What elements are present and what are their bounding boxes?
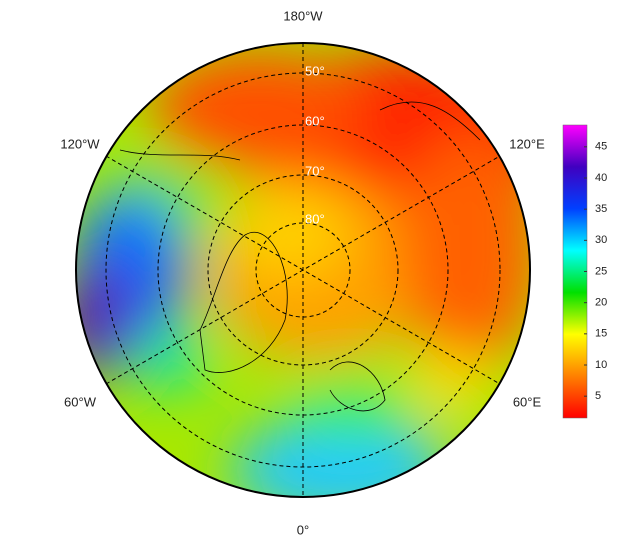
- field: [76, 43, 530, 497]
- lon-label: 180°W: [283, 8, 323, 23]
- lat-label: 60°: [305, 113, 325, 128]
- coastlines: [119, 101, 481, 412]
- lon-label: 60°W: [64, 394, 97, 409]
- lat-label: 80°: [305, 211, 325, 226]
- colorbar-tick-label: 35: [595, 203, 607, 215]
- lon-label: 60°E: [513, 394, 542, 409]
- colorbar-tick-label: 25: [595, 265, 607, 277]
- graticule: [105, 43, 501, 497]
- colorbar-tick-label: 20: [595, 297, 607, 309]
- colorbar-tick-label: 45: [595, 141, 607, 153]
- colorbar-tick-label: 30: [595, 234, 607, 246]
- lat-label: 70°: [305, 163, 325, 178]
- lat-label: 50°: [305, 63, 325, 78]
- lon-label: 0°: [297, 522, 309, 537]
- lon-label: 120°W: [60, 136, 100, 151]
- lon-label: 120°E: [509, 136, 545, 151]
- colorbar-tick-label: 5: [595, 390, 601, 402]
- colorbar: [562, 124, 588, 419]
- colorbar-tick-label: 10: [595, 359, 607, 371]
- colorbar-tick-label: 40: [595, 172, 607, 184]
- colorbar-tick-label: 15: [595, 328, 607, 340]
- map-border: [75, 42, 531, 498]
